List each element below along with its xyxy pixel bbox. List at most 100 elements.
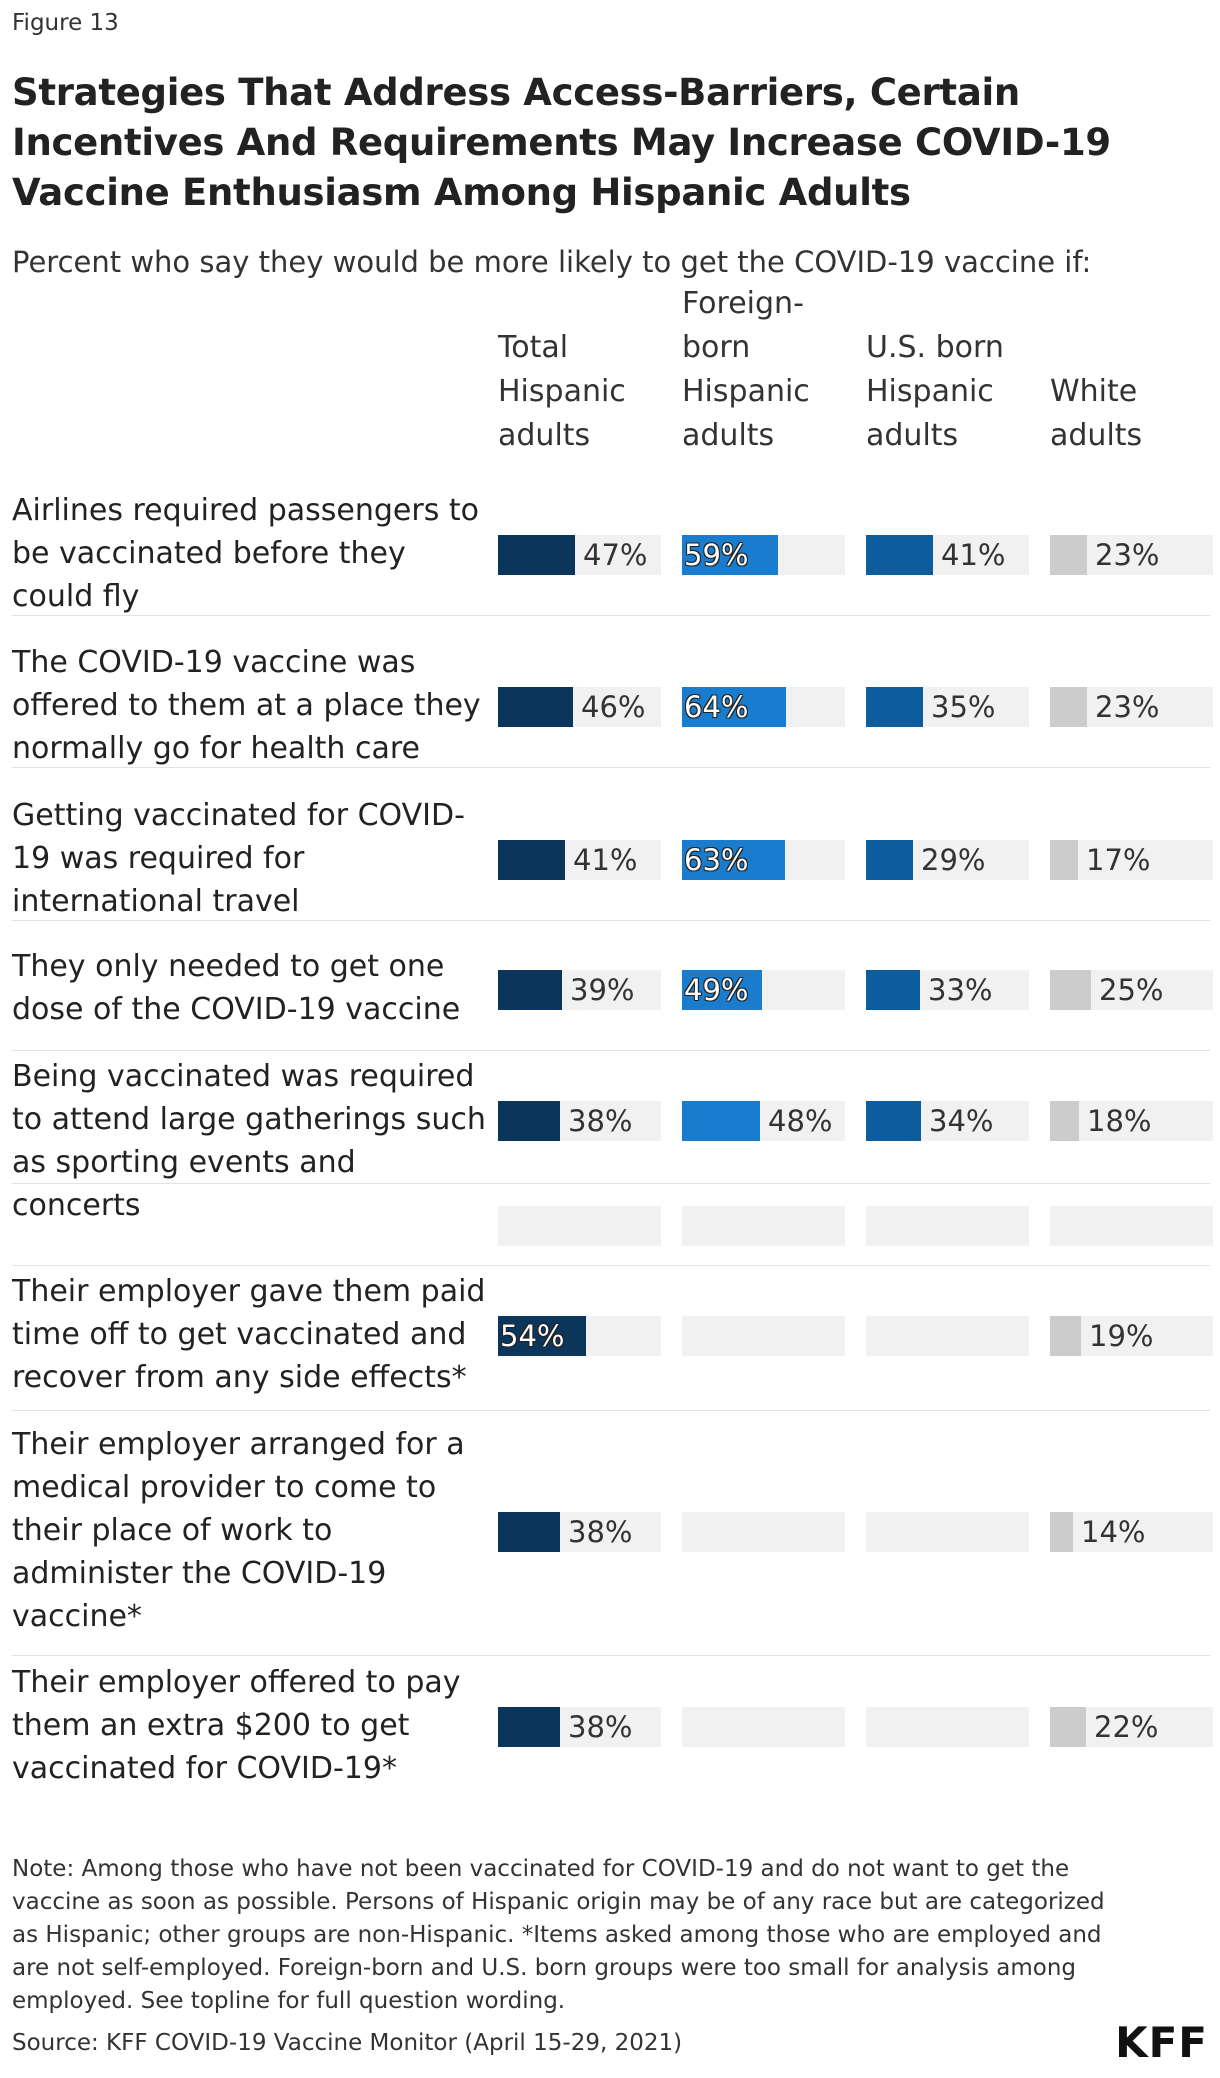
data-label: 29% bbox=[921, 843, 986, 877]
bar bbox=[498, 687, 573, 727]
data-label: 35% bbox=[931, 690, 996, 724]
bar-track: 33% bbox=[866, 970, 1029, 1010]
bar bbox=[1050, 1316, 1081, 1356]
row-label: Getting vaccinated for COVID- 19 was req… bbox=[12, 797, 465, 919]
bar-track bbox=[682, 1512, 845, 1552]
row-label: Their employer gave them paid time off t… bbox=[12, 1273, 486, 1395]
bar-track: 64% bbox=[682, 687, 845, 727]
bar bbox=[1050, 1101, 1079, 1141]
data-label: 38% bbox=[568, 1515, 633, 1549]
data-label: 59% bbox=[684, 538, 749, 572]
bar bbox=[682, 1101, 760, 1141]
row-divider bbox=[12, 767, 1210, 768]
bar-track: 48% bbox=[682, 1101, 845, 1141]
bar bbox=[1050, 1707, 1086, 1747]
bar bbox=[866, 687, 923, 727]
row-label: The COVID-19 vaccine was offered to them… bbox=[12, 644, 481, 766]
bar-track bbox=[1050, 1206, 1213, 1246]
column-header-0: Total Hispanic adults bbox=[498, 330, 626, 453]
bar-track: 22% bbox=[1050, 1707, 1213, 1747]
bar bbox=[498, 535, 575, 575]
bar-track: 41% bbox=[866, 535, 1029, 575]
data-label: 23% bbox=[1095, 690, 1160, 724]
column-header-3: White adults bbox=[1050, 374, 1143, 453]
bar bbox=[682, 970, 762, 1010]
row-divider bbox=[12, 1050, 1210, 1051]
bar bbox=[866, 1101, 921, 1141]
row-label: They only needed to get one dose of the … bbox=[12, 949, 461, 1027]
bar-track bbox=[682, 1206, 845, 1246]
bar-track: 38% bbox=[498, 1101, 661, 1141]
data-label: 49% bbox=[684, 973, 749, 1007]
bar-track: 54% bbox=[498, 1316, 661, 1356]
bar bbox=[498, 840, 565, 880]
bar-track bbox=[682, 1316, 845, 1356]
bar bbox=[498, 1707, 560, 1747]
bar-track bbox=[866, 1206, 1029, 1246]
data-label: 54% bbox=[500, 1319, 565, 1353]
data-label: 22% bbox=[1094, 1710, 1159, 1744]
data-label: 63% bbox=[684, 843, 749, 877]
bar-track: 25% bbox=[1050, 970, 1213, 1010]
data-label: 33% bbox=[928, 973, 993, 1007]
data-label: 18% bbox=[1087, 1104, 1152, 1138]
bar-track: 34% bbox=[866, 1101, 1029, 1141]
bar-track: 63% bbox=[682, 840, 845, 880]
chart-title: Strategies That Address Access-Barriers,… bbox=[12, 71, 1111, 214]
bar-track: 29% bbox=[866, 840, 1029, 880]
bar-track: 38% bbox=[498, 1512, 661, 1552]
bar-track bbox=[498, 1206, 661, 1246]
column-header-1: Foreign- born Hispanic adults bbox=[682, 286, 810, 453]
bar bbox=[498, 1316, 586, 1356]
bar bbox=[682, 535, 778, 575]
data-label: 17% bbox=[1086, 843, 1151, 877]
row-divider bbox=[12, 615, 1210, 616]
bar-track: 41% bbox=[498, 840, 661, 880]
bar-track bbox=[866, 1316, 1029, 1356]
bar-track bbox=[682, 1707, 845, 1747]
bar-track: 46% bbox=[498, 687, 661, 727]
row-divider bbox=[12, 1655, 1210, 1656]
bar bbox=[498, 1101, 560, 1141]
bar-track bbox=[866, 1512, 1029, 1552]
bar bbox=[1050, 840, 1078, 880]
bar-track bbox=[866, 1707, 1029, 1747]
bar bbox=[682, 840, 785, 880]
row-label: Being vaccinated was required to attend … bbox=[12, 1058, 486, 1223]
bar-track: 23% bbox=[1050, 535, 1213, 575]
chart-source: Source: KFF COVID-19 Vaccine Monitor (Ap… bbox=[12, 2030, 683, 2056]
data-label: 39% bbox=[570, 973, 635, 1007]
bar bbox=[1050, 1512, 1073, 1552]
bar bbox=[866, 970, 920, 1010]
data-label: 38% bbox=[568, 1710, 633, 1744]
bar-track: 19% bbox=[1050, 1316, 1213, 1356]
bar-track: 49% bbox=[682, 970, 845, 1010]
figure-label: Figure 13 bbox=[12, 10, 119, 36]
chart-subtitle: Percent who say they would be more likel… bbox=[12, 245, 1092, 279]
bar-track: 18% bbox=[1050, 1101, 1213, 1141]
bar bbox=[866, 535, 933, 575]
row-label: Airlines required passengers to be vacci… bbox=[12, 492, 480, 614]
row-divider bbox=[12, 1183, 1210, 1184]
data-label: 46% bbox=[581, 690, 646, 724]
row-divider bbox=[12, 1410, 1210, 1411]
data-label: 47% bbox=[583, 538, 648, 572]
data-label: 14% bbox=[1081, 1515, 1146, 1549]
bar bbox=[1050, 687, 1087, 727]
column-header-2: U.S. born Hispanic adults bbox=[866, 330, 1004, 453]
bar-track: 39% bbox=[498, 970, 661, 1010]
data-label: 25% bbox=[1099, 973, 1164, 1007]
bar bbox=[682, 687, 786, 727]
data-label: 38% bbox=[568, 1104, 633, 1138]
data-label: 64% bbox=[684, 690, 749, 724]
bar bbox=[498, 1512, 560, 1552]
data-label: 19% bbox=[1089, 1319, 1154, 1353]
bar-track: 35% bbox=[866, 687, 1029, 727]
data-label: 48% bbox=[768, 1104, 833, 1138]
chart-note: Note: Among those who have not been vacc… bbox=[12, 1856, 1105, 2014]
bar bbox=[1050, 970, 1091, 1010]
data-label: 34% bbox=[929, 1104, 994, 1138]
data-label: 23% bbox=[1095, 538, 1160, 572]
data-label: 41% bbox=[941, 538, 1006, 572]
bar-track: 38% bbox=[498, 1707, 661, 1747]
